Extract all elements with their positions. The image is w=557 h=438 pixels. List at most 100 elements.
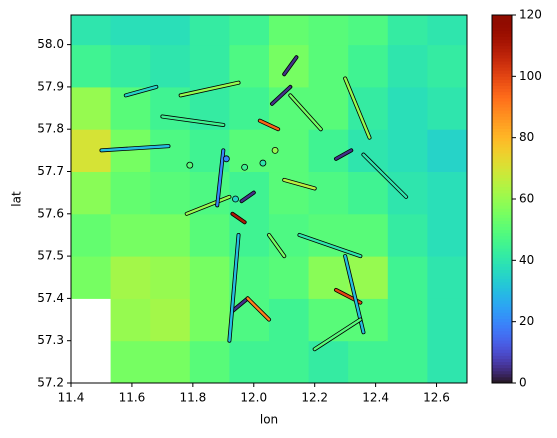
colorbar-step bbox=[492, 156, 512, 160]
colorbar-step bbox=[492, 21, 512, 25]
cell bbox=[189, 44, 230, 88]
colorbar-step bbox=[492, 85, 512, 90]
colorbar-step bbox=[492, 370, 512, 375]
colorbar-step bbox=[492, 73, 512, 77]
colorbar-step bbox=[492, 88, 512, 93]
cell bbox=[110, 171, 151, 215]
cell bbox=[229, 298, 270, 342]
colorbar-step bbox=[492, 330, 512, 335]
colorbar-tick-label: 60 bbox=[519, 192, 534, 206]
colorbar-step bbox=[492, 297, 512, 301]
colorbar: 0 20 40 60 80 100 120 bbox=[491, 8, 542, 390]
cell bbox=[308, 15, 349, 46]
cell bbox=[110, 340, 151, 383]
segment bbox=[343, 77, 371, 139]
y-tick-label: 57.8 bbox=[37, 122, 64, 136]
colorbar-step bbox=[492, 217, 512, 221]
colorbar-step bbox=[492, 36, 512, 41]
cell bbox=[269, 256, 310, 299]
cell bbox=[348, 298, 389, 342]
segment bbox=[231, 297, 249, 313]
x-tick-label: 11.8 bbox=[179, 391, 206, 405]
cell bbox=[150, 15, 191, 46]
segment bbox=[362, 153, 408, 199]
segment bbox=[185, 195, 231, 216]
colorbar-step bbox=[492, 177, 512, 182]
colorbar-step bbox=[492, 208, 512, 212]
segment bbox=[100, 144, 170, 152]
colorbar-step bbox=[492, 205, 512, 209]
colorbar-tick-label: 40 bbox=[519, 253, 534, 267]
colorbar-step bbox=[492, 291, 512, 295]
cell bbox=[150, 171, 191, 215]
colorbar-step bbox=[492, 248, 512, 252]
segment bbox=[228, 233, 240, 342]
colorbar-step bbox=[492, 33, 512, 37]
x-tick-label: 12.0 bbox=[240, 391, 267, 405]
colorbar-step bbox=[492, 269, 512, 274]
cell bbox=[229, 171, 270, 215]
colorbar-step bbox=[492, 168, 512, 172]
cell bbox=[387, 256, 428, 299]
cell bbox=[229, 340, 270, 383]
y-tick-label: 57.2 bbox=[37, 376, 64, 390]
cell bbox=[150, 213, 191, 257]
colorbar-step bbox=[492, 134, 512, 139]
colorbar-step bbox=[492, 186, 512, 191]
colorbar-step bbox=[492, 61, 512, 65]
cell bbox=[269, 340, 310, 383]
cell bbox=[269, 171, 310, 215]
segment bbox=[283, 56, 298, 76]
colorbar-step bbox=[492, 214, 512, 218]
cell bbox=[348, 15, 389, 46]
cell bbox=[150, 256, 191, 299]
segment bbox=[270, 85, 292, 106]
colorbar-tick-label: 120 bbox=[519, 8, 542, 22]
point bbox=[222, 155, 230, 163]
raster bbox=[71, 15, 467, 383]
colorbar-step bbox=[492, 275, 512, 280]
y-tick-label: 57.9 bbox=[37, 79, 64, 93]
cell bbox=[387, 171, 428, 215]
cell bbox=[427, 340, 467, 383]
point bbox=[241, 163, 249, 171]
colorbar-step bbox=[492, 45, 512, 50]
colorbar-step bbox=[492, 284, 512, 289]
colorbar-step bbox=[492, 364, 512, 369]
cell bbox=[189, 256, 230, 299]
colorbar-step bbox=[492, 18, 512, 22]
cell bbox=[110, 15, 151, 46]
cell bbox=[71, 44, 112, 88]
colorbar-step bbox=[492, 312, 512, 317]
colorbar-step bbox=[492, 355, 512, 359]
colorbar-step bbox=[492, 195, 512, 200]
y-tick-label: 57.6 bbox=[37, 206, 64, 220]
colorbar-step bbox=[492, 82, 512, 87]
colorbar-step bbox=[492, 128, 512, 133]
segment bbox=[283, 178, 316, 190]
point bbox=[186, 161, 194, 169]
colorbar-step bbox=[492, 300, 512, 304]
colorbar-step bbox=[492, 165, 512, 169]
cell bbox=[229, 44, 270, 88]
x-tick-label: 12.2 bbox=[301, 391, 328, 405]
segment bbox=[179, 81, 240, 97]
colorbar-step bbox=[492, 238, 512, 243]
colorbar-step bbox=[492, 125, 512, 129]
cell bbox=[308, 129, 349, 173]
colorbar-step bbox=[492, 54, 512, 59]
colorbar-step bbox=[492, 333, 512, 338]
colorbar-step bbox=[492, 229, 512, 234]
colorbar-step bbox=[492, 51, 512, 56]
colorbar-step bbox=[492, 67, 512, 71]
colorbar-step bbox=[492, 189, 512, 194]
colorbar-step bbox=[492, 306, 512, 310]
colorbar-step bbox=[492, 241, 512, 246]
colorbar-step bbox=[492, 76, 512, 80]
axes-frame bbox=[70, 14, 468, 384]
colorbar-step bbox=[492, 174, 512, 179]
cell bbox=[348, 86, 389, 130]
cell bbox=[71, 171, 112, 215]
segment bbox=[267, 233, 286, 258]
cell bbox=[348, 171, 389, 215]
